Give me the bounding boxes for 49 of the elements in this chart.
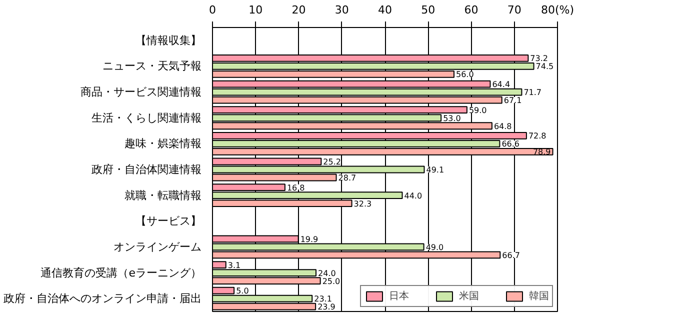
- data-label: 67.1: [504, 96, 522, 106]
- data-label: 44.0: [404, 191, 422, 200]
- y-tick-label: 【サービス】: [136, 214, 202, 228]
- data-label: 3.1: [228, 260, 241, 270]
- data-label: 64.4: [492, 80, 510, 90]
- data-label: 66.7: [502, 250, 520, 260]
- data-label: 64.8: [494, 122, 512, 131]
- data-label: 72.8: [528, 132, 546, 141]
- data-label: 59.0: [468, 106, 487, 115]
- legend-label: 韓国: [529, 290, 549, 303]
- y-tick-label: 就職・転職情報: [124, 188, 202, 202]
- data-label: 24.0: [318, 268, 336, 278]
- data-label: 73.2: [530, 54, 548, 64]
- x-tick-label: 80(%): [540, 4, 574, 16]
- y-tick-label: オンラインゲーム: [114, 240, 202, 254]
- data-label: 74.5: [536, 62, 554, 72]
- data-label: 49.1: [426, 166, 444, 174]
- x-tick-label: 10: [248, 4, 263, 16]
- data-label: 23.9: [318, 302, 336, 312]
- y-tick-label: 趣味・娯楽情報: [124, 137, 202, 150]
- data-label: 25.0: [322, 276, 340, 286]
- data-label: 19.9: [300, 234, 318, 244]
- x-tick-label: 50: [421, 4, 436, 16]
- legend-label: 日本: [389, 290, 409, 303]
- x-tick-label: 30: [334, 4, 349, 16]
- data-label: 53.0: [443, 114, 461, 123]
- data-label: 66.6: [502, 140, 520, 149]
- legend-label: 米国: [459, 290, 479, 303]
- x-tick-label: 20: [292, 4, 306, 16]
- x-tick-label: 60: [464, 4, 478, 16]
- y-tick-label: 【情報収集】: [136, 34, 202, 47]
- data-label: 71.7: [524, 88, 542, 98]
- data-label: 56.0: [456, 70, 474, 80]
- y-tick-label: 政府・自治体関連情報: [92, 163, 202, 176]
- y-tick-label: 生活・くらし関連情報: [92, 111, 202, 124]
- data-label: 5.0: [236, 286, 249, 296]
- y-tick-label: ニュース・天気予報: [102, 60, 202, 73]
- x-tick-label: 0: [209, 4, 216, 16]
- y-tick-label: 通信教育の受講（eラーニング）: [40, 266, 202, 280]
- x-tick-label: 40: [378, 4, 392, 16]
- data-label: 28.7: [338, 174, 356, 183]
- data-label: 32.3: [354, 199, 372, 208]
- x-tick-label: 70: [507, 4, 522, 16]
- data-label: 16.8: [286, 183, 305, 192]
- data-label: 25.2: [323, 157, 341, 166]
- y-tick-label: 政府・自治体へのオンライン申請・届出: [4, 292, 202, 306]
- data-label: 49.0: [426, 242, 444, 252]
- y-tick-label: 商品・サービス関連情報: [80, 86, 202, 99]
- data-label: 23.1: [314, 294, 332, 304]
